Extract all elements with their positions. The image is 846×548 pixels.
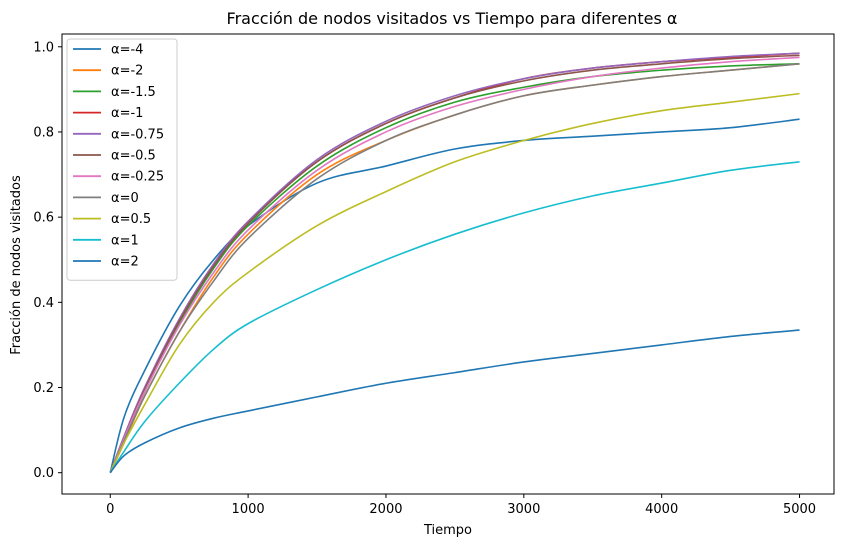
series-line [109, 56, 800, 474]
series-line [109, 160, 800, 474]
legend-box [66, 38, 178, 281]
y-tick-label: 1.0 [33, 40, 54, 55]
plot-frame [61, 33, 835, 495]
y-axis-ticks: 0.0 0.2 0.4 0.6 0.8 1.0 [33, 40, 62, 481]
x-axis-label: Tiempo [423, 523, 472, 538]
legend-label: α=-4 [111, 43, 143, 58]
legend-label: α=2 [111, 255, 139, 270]
y-tick-label: 0.4 [33, 296, 54, 311]
series-line [109, 63, 800, 474]
legend-label: α=0.5 [111, 212, 151, 227]
plot-series-group [109, 52, 800, 474]
y-tick-label: 0.0 [33, 466, 54, 481]
x-tick-label: 4000 [645, 502, 678, 517]
chart-title: Fracción de nodos visitados vs Tiempo pa… [227, 9, 678, 28]
legend-label: α=-1.5 [111, 85, 156, 100]
x-tick-label: 2000 [369, 502, 402, 517]
y-tick-label: 0.8 [33, 125, 54, 140]
legend-label: α=0 [111, 191, 139, 206]
legend-label: α=-0.5 [111, 149, 156, 164]
series-line [109, 329, 800, 474]
legend-label: α=-0.75 [111, 127, 164, 142]
series-line [109, 92, 800, 474]
x-tick-label: 5000 [783, 502, 816, 517]
legend-label: α=-2 [111, 64, 143, 79]
x-tick-label: 0 [106, 502, 114, 517]
x-tick-label: 1000 [232, 502, 265, 517]
legend-label: α=-0.25 [111, 170, 164, 185]
legend-label: α=-1 [111, 106, 143, 121]
legend-label: α=1 [111, 233, 139, 248]
y-tick-label: 0.6 [33, 211, 54, 226]
y-tick-label: 0.2 [33, 381, 54, 396]
series-line [109, 118, 800, 473]
series-line [109, 54, 800, 474]
legend: α=-4 α=-2 α=-1.5 α=-1 α=-0.75 α=-0.5 α=-0.25 α=… [66, 38, 178, 281]
x-axis-ticks: 0 1000 2000 3000 4000 5000 [106, 494, 816, 517]
series-line [109, 63, 800, 474]
series-line [109, 52, 800, 473]
x-tick-label: 3000 [507, 502, 540, 517]
y-axis-label: Fracción de nodos visitados [9, 175, 24, 355]
